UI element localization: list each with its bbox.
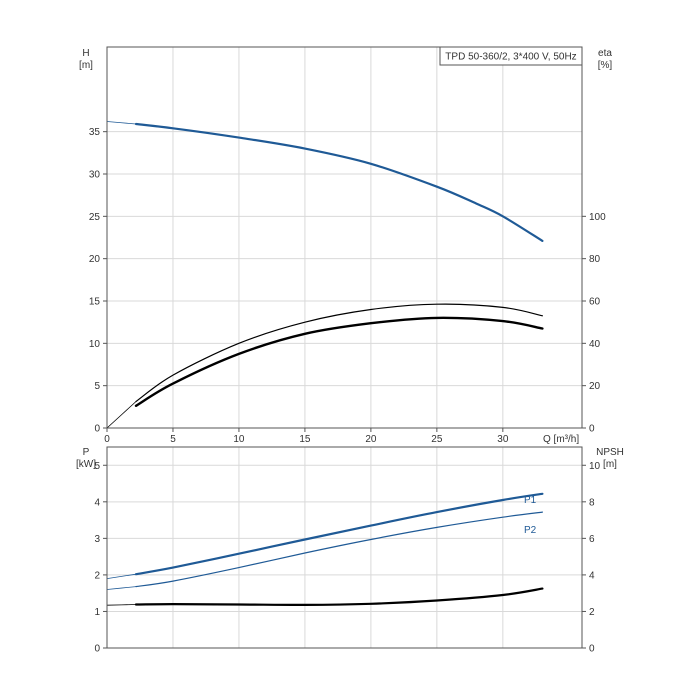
top-left-tick-label: 25	[89, 212, 101, 223]
bottom-grid	[107, 446, 582, 648]
x-tick-label: 10	[233, 434, 245, 445]
bottom-right-tick-label: 8	[589, 497, 595, 508]
x-tick-label: 0	[104, 434, 110, 445]
power-npsh-chart: 0 1 2 3 4 5 0 2 4 6 8 10 P [kW] NPSH [m] P1 P2	[76, 446, 624, 655]
bottom-right-tick-label: 2	[589, 607, 595, 618]
top-curve-2-extension	[106, 401, 137, 429]
chart-title-background	[439, 46, 583, 66]
x-tick-label: 30	[497, 434, 509, 445]
top-left-axis-unit: [m]	[79, 60, 93, 71]
legend-label-p1: P1	[524, 495, 537, 506]
bottom-p1-line	[134, 492, 544, 576]
bottom-right-tick-label: 4	[589, 570, 595, 581]
top-left-tick-label: 10	[89, 339, 101, 350]
x-tick-label: 20	[365, 434, 377, 445]
chart-title-box: TPD 50-360/2, 3*400 V, 50Hz	[439, 46, 583, 66]
bottom-curve-3-extension	[106, 604, 137, 606]
top-right-tick-label: 80	[589, 254, 601, 265]
top-plot-frame	[106, 46, 583, 429]
top-right-axis-label: eta	[598, 48, 612, 59]
top-left-axis-label: H	[82, 48, 89, 59]
head-efficiency-chart: 0 5 10 15 20 25 30 35 0 20 40 60 80 100 0 5 10 15 20 25 30 T…	[79, 46, 613, 445]
bottom-left-axis-unit: [kW]	[76, 459, 96, 470]
bottom-left-tick-label: 5	[94, 461, 100, 472]
bottom-plot-frame	[106, 446, 583, 649]
top-left-tick-label: 30	[89, 170, 101, 181]
top-left-tick-label: 35	[89, 127, 101, 138]
bottom-left-tick-label: 1	[94, 607, 100, 618]
top-right-axis-unit: [%]	[598, 60, 613, 71]
bottom-curve-3-line	[134, 587, 544, 607]
top-left-tick-label: 20	[89, 254, 101, 265]
bottom-left-tick-label: 0	[94, 644, 100, 655]
top-grid	[107, 46, 582, 428]
x-axis-label: Q [m³/h]	[543, 434, 579, 445]
top-curve-3-line	[134, 316, 544, 407]
top-curve-1-line	[134, 122, 544, 242]
bottom-left-axis-label: P	[83, 447, 90, 458]
top-right-tick-label: 20	[589, 381, 601, 392]
bottom-right-tick-label: 0	[589, 644, 595, 655]
top-ticks: 0 5 10 15 20 25 30 35 0 20 40 60 80 100 0 5 10 15 20 25 30	[89, 127, 606, 445]
top-left-tick-label: 5	[94, 381, 100, 392]
top-left-tick-label: 0	[94, 424, 100, 435]
top-curves	[106, 121, 544, 429]
top-right-tick-label: 60	[589, 297, 601, 308]
x-tick-label: 15	[299, 434, 311, 445]
x-tick-label: 5	[170, 434, 176, 445]
bottom-right-tick-label: 6	[589, 534, 595, 545]
bottom-ticks: 0 1 2 3 4 5 0 2 4 6 8 10	[94, 461, 600, 655]
bottom-left-tick-label: 3	[94, 534, 100, 545]
top-curve-1-extension	[106, 121, 137, 125]
x-tick-label: 25	[431, 434, 443, 445]
top-right-tick-label: 40	[589, 339, 601, 350]
top-curve-2-line	[135, 303, 543, 403]
top-right-tick-label: 0	[589, 424, 595, 435]
bottom-right-axis-unit: [m]	[603, 459, 617, 470]
legend-label-p2: P2	[524, 525, 537, 536]
bottom-p1-extension	[106, 573, 137, 579]
bottom-right-axis-label: NPSH	[596, 447, 624, 458]
bottom-p2-extension	[106, 586, 137, 590]
bottom-p2-line	[135, 511, 543, 588]
chart-title: TPD 50-360/2, 3*400 V, 50Hz	[445, 52, 576, 63]
bottom-left-tick-label: 4	[94, 497, 100, 508]
top-right-tick-label: 100	[589, 212, 606, 223]
bottom-curves	[106, 492, 544, 607]
top-left-tick-label: 15	[89, 297, 101, 308]
bottom-right-tick-label: 10	[589, 461, 601, 472]
bottom-left-tick-label: 2	[94, 570, 100, 581]
